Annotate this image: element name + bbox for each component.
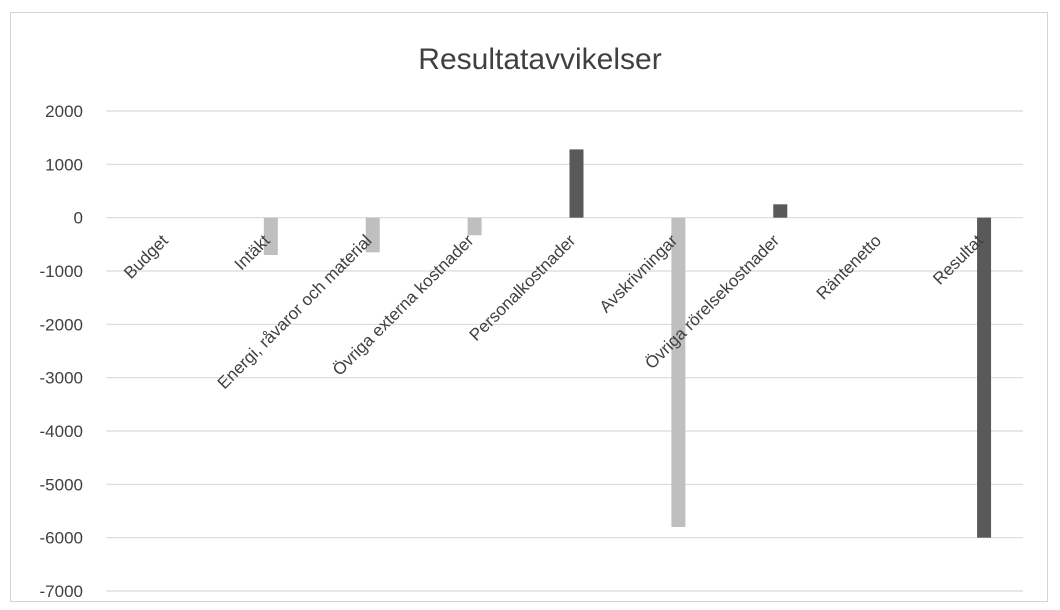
bar	[569, 149, 584, 218]
category-label: Budget	[120, 231, 172, 283]
y-tick-label: -2000	[40, 315, 83, 334]
y-tick-label: -6000	[40, 529, 83, 548]
y-tick-label: -3000	[40, 369, 83, 388]
category-label: Avskrivningar	[596, 231, 682, 317]
category-label: Personalkostnader	[466, 231, 580, 345]
y-tick-label: -5000	[40, 475, 83, 494]
gridlines	[106, 110, 1023, 592]
bar	[977, 217, 992, 538]
chart-title: Resultatavvikelser	[418, 43, 661, 76]
category-label: Räntenetto	[813, 231, 885, 303]
y-tick-label: -4000	[40, 422, 83, 441]
bar	[671, 217, 686, 527]
y-tick-label: -7000	[40, 582, 83, 601]
bar	[467, 217, 482, 236]
bars	[263, 149, 992, 538]
y-tick-label: 1000	[45, 155, 83, 174]
bar	[773, 204, 788, 218]
chart-frame: Resultatavvikelser 2000 1000 0 -1000 -2000 -3…	[10, 12, 1048, 602]
bar-chart: Resultatavvikelser 2000 1000 0 -1000 -2000 -3…	[40, 43, 1023, 601]
y-tick-label: -1000	[40, 262, 83, 281]
y-axis-ticks: 2000 1000 0 -1000 -2000 -3000 -4000 -5000 -6000 -…	[40, 102, 83, 601]
y-tick-label: 0	[74, 209, 83, 228]
bar	[263, 217, 278, 255]
y-tick-label: 2000	[45, 102, 83, 121]
bar	[365, 217, 380, 253]
